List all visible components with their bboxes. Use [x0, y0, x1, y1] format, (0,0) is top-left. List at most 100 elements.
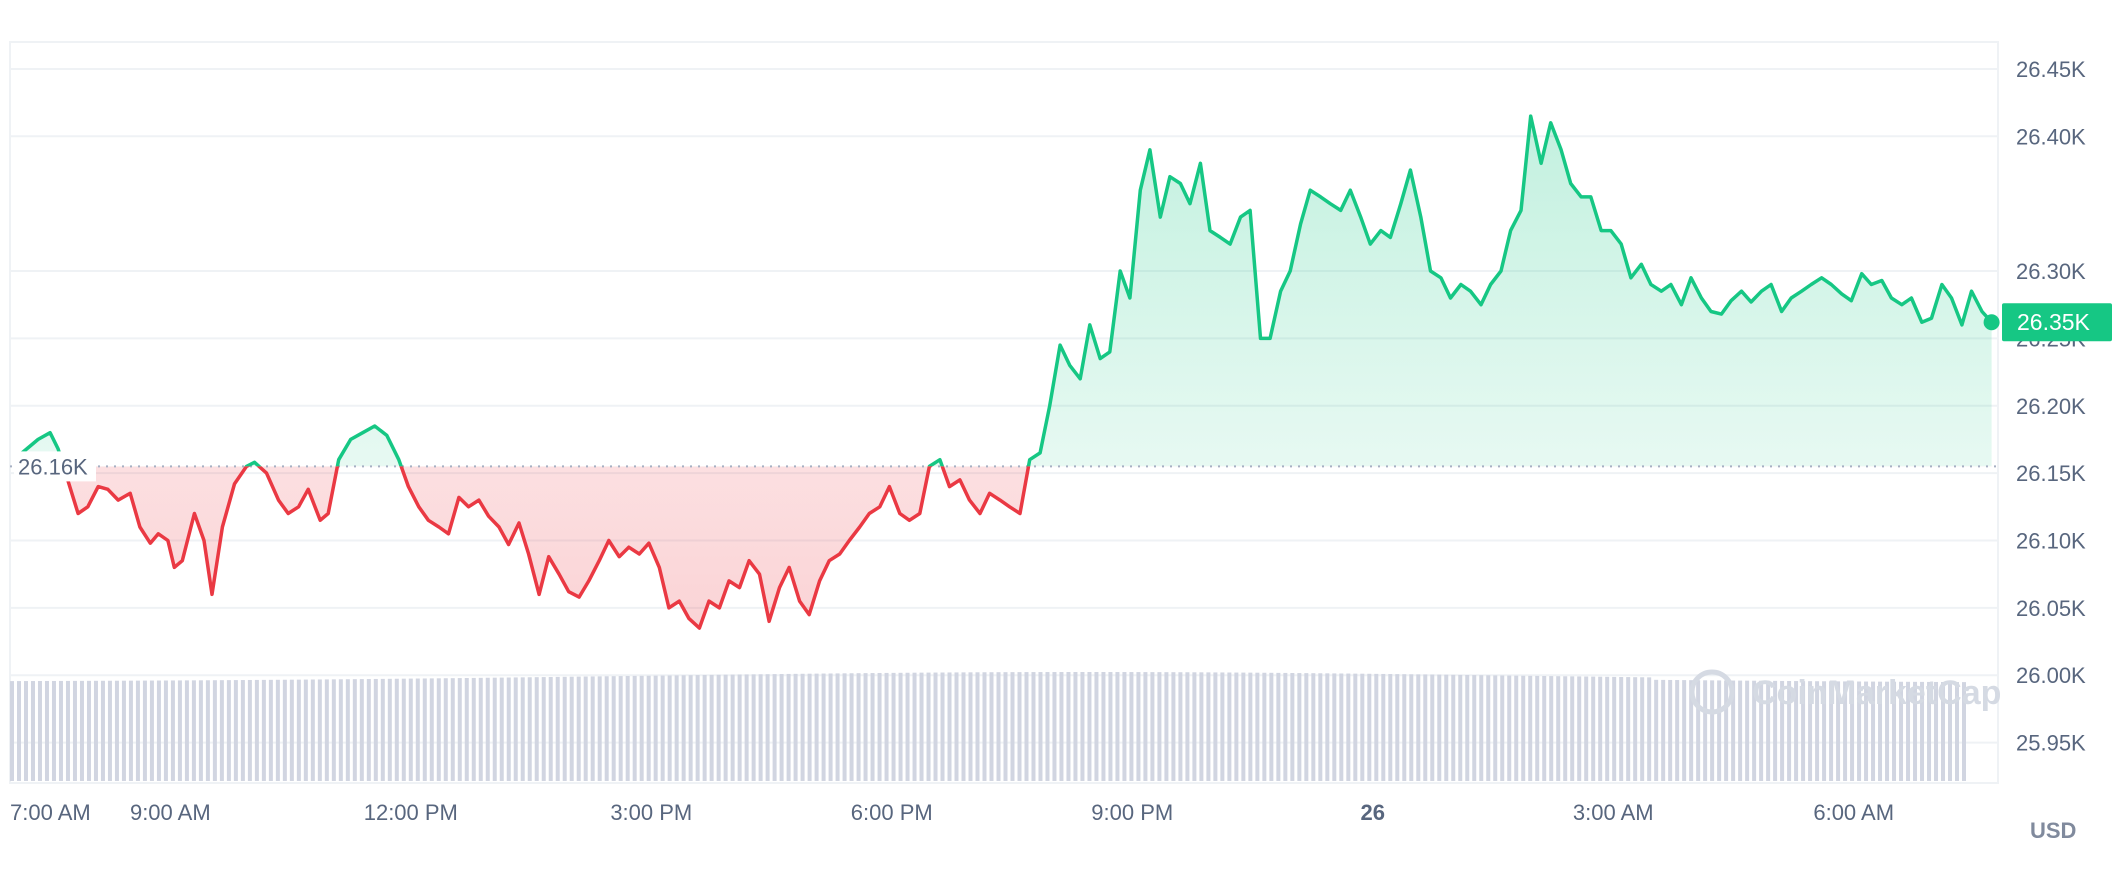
- volume-bar: [86, 680, 91, 781]
- volume-bar: [408, 678, 413, 781]
- volume-bar: [1220, 672, 1225, 781]
- volume-bar: [492, 677, 497, 781]
- volume-bar: [457, 678, 462, 781]
- volume-bar: [1675, 680, 1680, 781]
- volume-bar: [1521, 675, 1526, 781]
- volume-bar: [1255, 672, 1260, 781]
- volume-bar: [1444, 674, 1449, 781]
- last-price-dot[interactable]: [1983, 314, 2000, 331]
- volume-bar: [527, 677, 532, 781]
- volume-bar: [1857, 681, 1862, 781]
- volume-bar: [1962, 682, 1966, 781]
- volume-bar: [975, 672, 980, 781]
- volume-bar: [149, 680, 154, 781]
- volume-bar: [1542, 675, 1547, 781]
- volume-bar: [1850, 681, 1855, 781]
- volume-bar: [485, 677, 490, 781]
- volume-bar: [1150, 672, 1155, 781]
- volume-bar: [1871, 681, 1876, 781]
- volume-bar: [198, 680, 203, 781]
- volume-bar: [961, 672, 966, 781]
- watermark: CoinMarketCap: [1689, 669, 2001, 715]
- volume-bar: [359, 679, 364, 781]
- volume-bar: [968, 672, 973, 781]
- volume-bar: [289, 679, 294, 781]
- volume-bar: [1409, 674, 1414, 781]
- volume-bar: [1612, 676, 1617, 781]
- volume-bar: [1332, 673, 1337, 781]
- volume-bar: [1227, 672, 1232, 781]
- y-tick-label: 26.00K: [2016, 663, 2086, 688]
- volume-bar: [401, 678, 406, 781]
- volume-bar: [604, 676, 609, 781]
- volume-bar: [1269, 672, 1274, 781]
- volume-bars: [10, 672, 1966, 781]
- volume-bar: [1703, 680, 1708, 781]
- volume-bar: [1563, 676, 1568, 781]
- x-tick-label: 6:00 AM: [1813, 800, 1894, 825]
- volume-bar: [646, 675, 651, 781]
- volume-bar: [513, 677, 518, 781]
- volume-bar: [1283, 672, 1288, 781]
- volume-bar: [1878, 681, 1883, 781]
- volume-bar: [898, 672, 903, 781]
- volume-bar: [534, 677, 539, 781]
- volume-bar: [905, 672, 910, 781]
- volume-bar: [233, 680, 238, 781]
- volume-bar: [23, 681, 28, 781]
- volume-bar: [1080, 672, 1085, 781]
- volume-bar: [506, 677, 511, 781]
- volume-bar: [142, 680, 147, 781]
- volume-bar: [1178, 672, 1183, 781]
- volume-bar: [933, 672, 938, 781]
- volume-bar: [282, 679, 287, 781]
- volume-bar: [1059, 672, 1064, 781]
- volume-bar: [135, 680, 140, 781]
- volume-bar: [982, 672, 987, 781]
- volume-bar: [1108, 672, 1113, 781]
- volume-bar: [947, 672, 952, 781]
- volume-bar: [1325, 673, 1330, 781]
- volume-bar: [1087, 672, 1092, 781]
- volume-bar: [93, 680, 98, 781]
- volume-bar: [1360, 673, 1365, 781]
- volume-bar: [1073, 672, 1078, 781]
- volume-bar: [618, 676, 623, 781]
- x-tick-label: 3:00 AM: [1573, 800, 1654, 825]
- volume-bar: [772, 674, 777, 781]
- volume-bar: [471, 677, 476, 781]
- volume-bar: [212, 680, 217, 781]
- volume-bar: [324, 679, 329, 781]
- volume-bar: [1780, 680, 1785, 781]
- volume-bar: [688, 675, 693, 781]
- volume-bar: [1528, 675, 1533, 781]
- volume-bar: [674, 675, 679, 781]
- volume-bar: [478, 677, 483, 781]
- volume-bar: [569, 676, 574, 781]
- volume-bar: [828, 673, 833, 781]
- volume-bar: [1934, 681, 1939, 781]
- volume-bar: [849, 673, 854, 781]
- volume-bar: [1766, 680, 1771, 781]
- volume-bar: [1801, 681, 1806, 781]
- volume-bar: [1213, 672, 1218, 781]
- volume-bar: [779, 674, 784, 781]
- volume-bar: [1724, 680, 1729, 781]
- volume-bar: [107, 680, 112, 781]
- volume-bar: [1570, 676, 1575, 781]
- volume-bar: [156, 680, 161, 781]
- volume-bar: [352, 679, 357, 781]
- volume-bar: [1003, 672, 1008, 781]
- volume-bar: [1129, 672, 1134, 781]
- volume-bar: [541, 677, 546, 781]
- volume-bar: [1696, 680, 1701, 781]
- volume-bar: [1843, 681, 1848, 781]
- volume-bar: [303, 679, 308, 781]
- volume-bar: [877, 672, 882, 781]
- volume-bar: [1052, 672, 1057, 781]
- volume-bar: [1885, 681, 1890, 781]
- volume-bar: [842, 673, 847, 781]
- volume-bar: [1297, 673, 1302, 781]
- y-tick-label: 26.45K: [2016, 57, 2086, 82]
